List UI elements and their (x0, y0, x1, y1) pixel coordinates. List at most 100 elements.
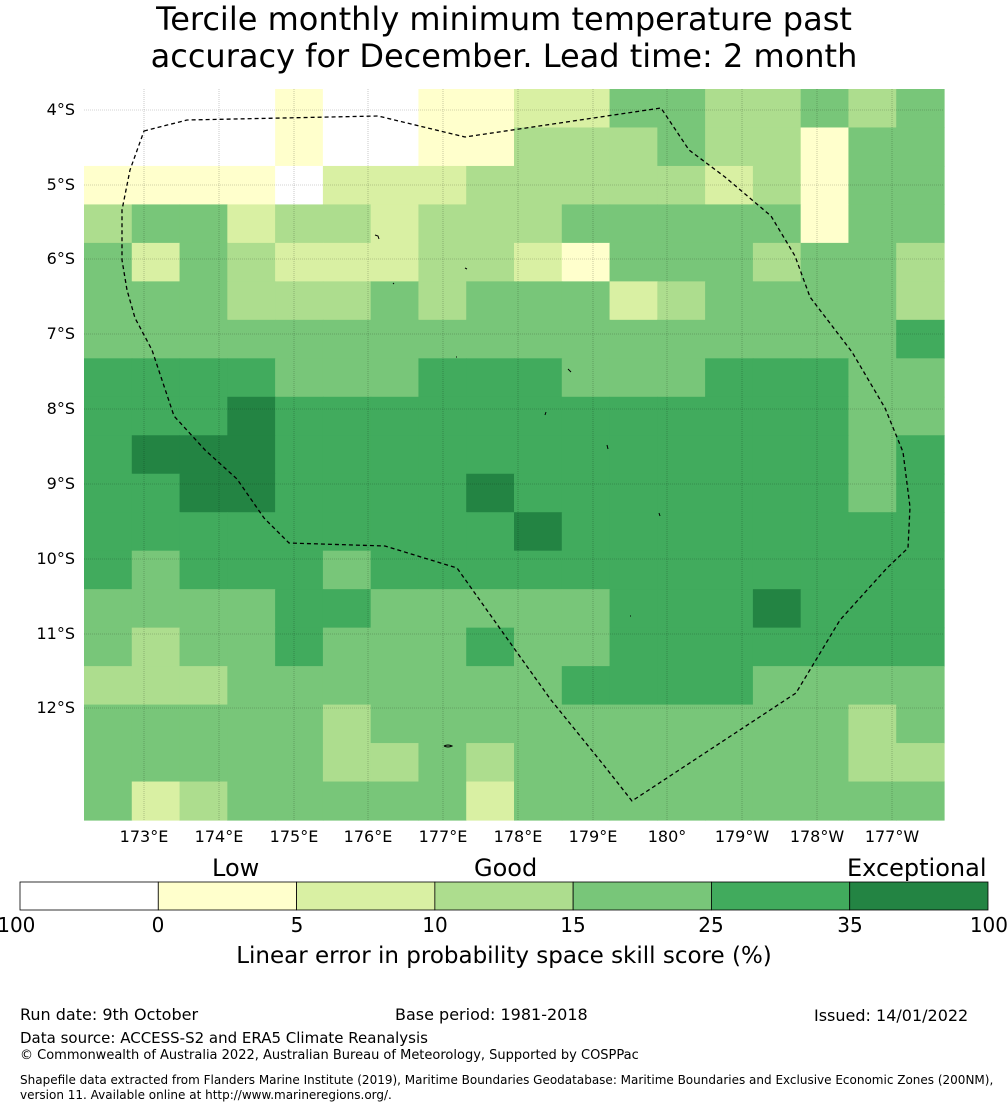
skill-cell (705, 473, 754, 513)
skill-cell (705, 435, 754, 475)
skill-cell (705, 666, 754, 706)
skill-cell (179, 512, 228, 552)
skill-cell (131, 627, 181, 667)
skill-cell (131, 358, 181, 398)
skill-cell (752, 89, 802, 129)
skill-cell (418, 204, 467, 244)
skill-cell (370, 473, 420, 513)
skill-cell (466, 550, 515, 590)
skill-cell (561, 666, 611, 706)
skill-cell (275, 242, 324, 282)
skill-cell (561, 319, 611, 359)
skill-cell (609, 127, 658, 167)
skill-cell (227, 781, 276, 821)
colorbar-label: Linear error in probability space skill … (236, 943, 772, 969)
skill-cell (896, 743, 945, 783)
skill-cell (322, 781, 372, 821)
skill-cell (322, 89, 372, 129)
colorbar-segment (572, 881, 712, 911)
skill-cell (609, 204, 658, 244)
skill-cell (275, 589, 324, 629)
skill-cell (466, 435, 515, 475)
skill-cell (131, 165, 181, 206)
skill-cell (227, 550, 276, 590)
skill-cell (657, 781, 706, 821)
lat-label: 9°S (46, 474, 75, 493)
skill-cell (657, 358, 706, 398)
skill-cell (657, 743, 706, 783)
colorbar-segment (296, 881, 436, 911)
skill-cell (848, 473, 897, 513)
skill-cell (179, 704, 228, 744)
skill-cell (800, 781, 850, 821)
skill-cell (800, 704, 850, 744)
skill-cell (848, 781, 897, 821)
skill-cell (657, 627, 706, 667)
skill-cell (705, 743, 754, 783)
skill-cell (514, 781, 563, 821)
skill-cell (514, 512, 563, 552)
skill-cell (275, 704, 324, 744)
skill-cell (752, 281, 802, 321)
skill-cell (418, 743, 467, 783)
skill-cell (131, 242, 181, 282)
skill-cell (418, 319, 467, 359)
skill-cell (466, 627, 515, 667)
skill-cell (705, 165, 754, 206)
skill-cell (800, 589, 850, 629)
skill-cell (418, 89, 467, 129)
skill-cell (705, 204, 754, 244)
skill-cell (418, 165, 467, 206)
skill-cell (561, 781, 611, 821)
skill-cell (131, 512, 181, 552)
skill-cell (800, 627, 850, 667)
skill-cell (896, 127, 945, 167)
skill-cell (227, 319, 276, 359)
skill-cell (322, 242, 372, 282)
skill-cell (466, 358, 515, 398)
skill-cell (752, 319, 802, 359)
skill-cell (896, 358, 945, 398)
chart-title-line1: Tercile monthly minimum temperature past (156, 0, 852, 38)
skill-cell (705, 550, 754, 590)
skill-cell (227, 704, 276, 744)
skill-cell (800, 512, 850, 552)
skill-cell (514, 473, 563, 513)
skill-cell (84, 204, 133, 244)
skill-cell (275, 358, 324, 398)
skill-cell (896, 704, 945, 744)
skill-cell (84, 358, 133, 398)
skill-cell (179, 781, 228, 821)
skill-cell (561, 743, 611, 783)
skill-cell (322, 127, 372, 167)
skill-cell (84, 666, 133, 706)
skill-cell (705, 704, 754, 744)
skill-cell (466, 319, 515, 359)
skill-cell (896, 319, 945, 359)
skill-cell (514, 165, 563, 206)
colorbar-tick: 0 (151, 913, 165, 937)
skill-cell (370, 204, 420, 244)
skill-cell (418, 281, 467, 321)
skill-cell (370, 435, 420, 475)
skill-cell (609, 242, 658, 282)
colorbar-tick: 100 (969, 913, 1008, 937)
skill-cell (609, 358, 658, 398)
skill-cell (418, 589, 467, 629)
skill-cell (514, 281, 563, 321)
skill-cell (84, 704, 133, 744)
skill-cell (848, 743, 897, 783)
skill-cell (609, 512, 658, 552)
skill-cell (609, 550, 658, 590)
skill-cell (848, 550, 897, 590)
skill-cell (705, 242, 754, 282)
skill-cell (418, 127, 467, 167)
skill-cell (84, 396, 133, 436)
chart-title-line2: accuracy for December. Lead time: 2 mont… (150, 37, 858, 75)
skill-cell (848, 704, 897, 744)
skill-cell (561, 165, 611, 206)
skill-cell (370, 781, 420, 821)
skill-cell (418, 704, 467, 744)
skill-cell (800, 473, 850, 513)
colorbar-tick: 5 (290, 913, 304, 937)
